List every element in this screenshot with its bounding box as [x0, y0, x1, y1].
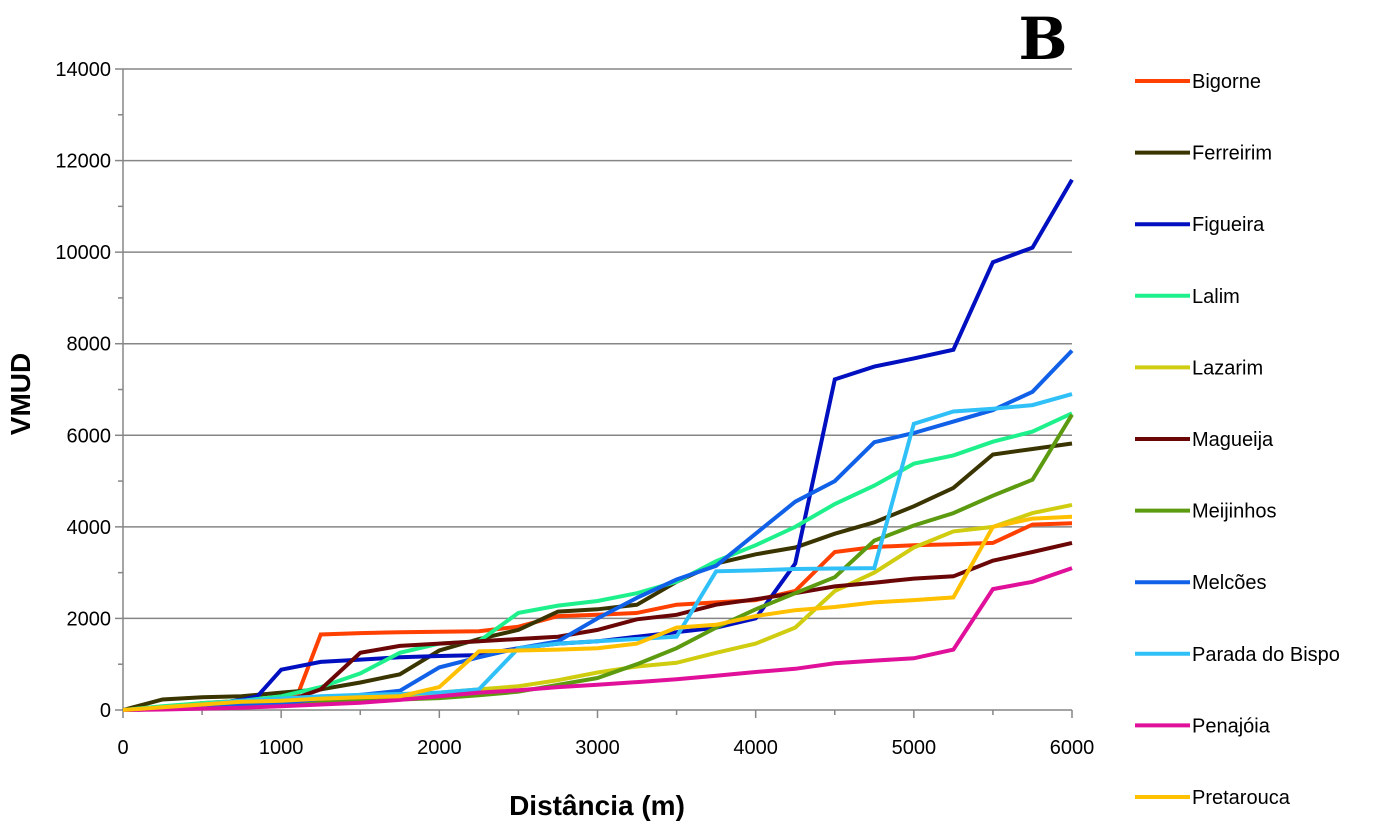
legend-label: Magueija [1192, 429, 1274, 451]
series-line-8 [122, 392, 1073, 712]
x-tick-label: 3000 [575, 737, 620, 759]
y-tick-label: 10000 [55, 242, 111, 264]
x-axis-title: Distância (m) [509, 790, 685, 821]
x-tick-label: 5000 [892, 737, 937, 759]
y-tick-label: 14000 [55, 59, 111, 81]
x-tick-label: 4000 [733, 737, 778, 759]
y-axis-title: VMUD [5, 353, 36, 435]
y-tick-label: 8000 [67, 334, 112, 356]
legend-label: Meijinhos [1192, 501, 1276, 523]
panel-label: B [1018, 5, 1067, 73]
y-tick-label: 0 [100, 700, 111, 722]
gridlines [123, 68, 1072, 620]
legend-label: Figueira [1192, 214, 1265, 236]
y-tick-label: 6000 [67, 425, 112, 447]
x-tick-label: 0 [117, 737, 128, 759]
legend-label: Bigorne [1192, 71, 1261, 93]
x-tick-labels: 0 1000 2000 3000 4000 5000 6000 [117, 737, 1094, 759]
legend-label: Melcões [1192, 572, 1266, 594]
legend-label: Penajóia [1192, 715, 1271, 737]
y-tick-labels: 0 2000 4000 6000 8000 10000 12000 14000 [55, 59, 111, 722]
series-lines [122, 178, 1074, 712]
legend-label: Lazarim [1192, 357, 1263, 379]
axes [115, 68, 1073, 718]
series-line-7 [122, 349, 1074, 712]
x-tick-label: 1000 [259, 737, 304, 759]
x-tick-label: 2000 [417, 737, 462, 759]
series-line-9 [122, 566, 1073, 712]
y-tick-label: 2000 [67, 608, 112, 630]
series-line-10 [122, 514, 1073, 712]
x-tick-label: 6000 [1050, 737, 1095, 759]
series-line-3 [122, 411, 1073, 712]
legend-label: Parada do Bispo [1192, 644, 1340, 666]
legend: Bigorne Ferreirim Figueira Lalim Lazarim Magu… [1135, 71, 1340, 809]
legend-label: Lalim [1192, 286, 1240, 308]
y-tick-label: 4000 [67, 517, 112, 539]
series-line-1 [122, 441, 1073, 712]
legend-label: Pretarouca [1192, 787, 1291, 809]
y-tick-label: 12000 [55, 151, 111, 173]
legend-label: Ferreirim [1192, 143, 1272, 165]
